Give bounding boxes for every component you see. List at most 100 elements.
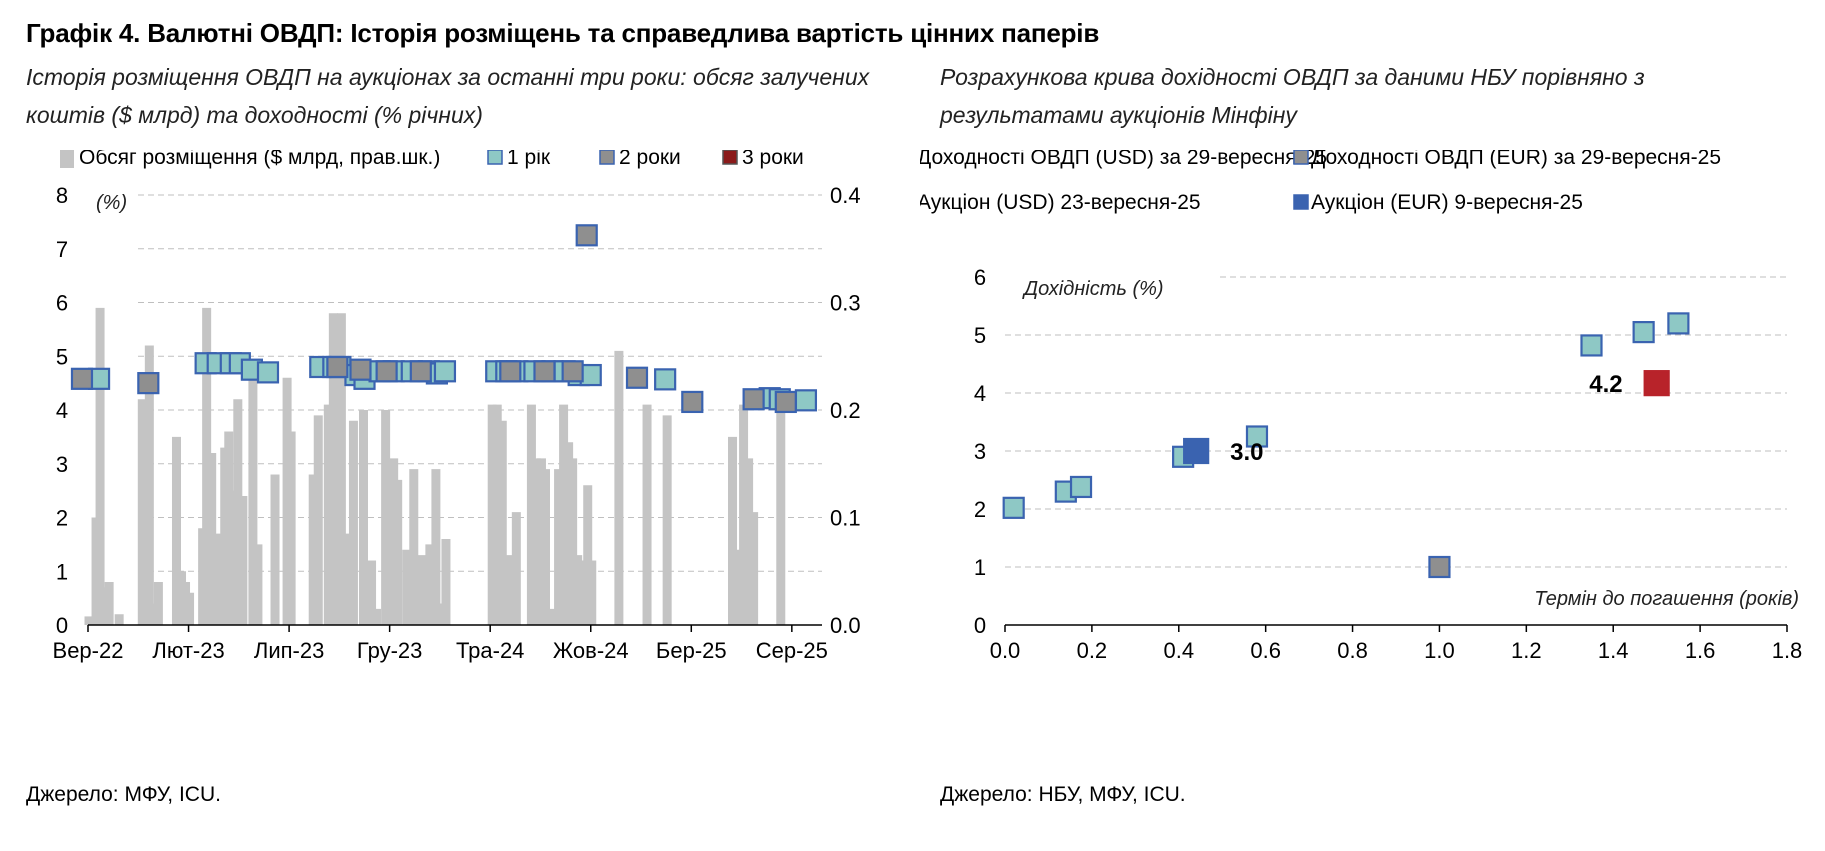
point-1-year [654, 368, 677, 391]
volume-bar [409, 469, 419, 625]
volume-bar [744, 458, 754, 625]
point-2-years [681, 390, 704, 414]
x-tick-label: Бер-25 [656, 638, 727, 663]
x-tick-label: 1.8 [1772, 638, 1803, 663]
point-2-years [533, 360, 556, 383]
volume-bar [402, 549, 412, 625]
volume-bar [531, 458, 541, 625]
y-tick-label: 2 [974, 497, 986, 522]
y-left-tick-label: 7 [56, 237, 68, 262]
point-1-year [256, 361, 280, 384]
point-2-years [375, 360, 398, 383]
volume-bar [587, 560, 597, 625]
point-2-years [575, 224, 598, 247]
left-subtitle-line2: коштів ($ млрд) та доходності (% річних) [26, 102, 483, 128]
point-2-years [409, 360, 432, 383]
legend-volume-swatch [60, 150, 74, 168]
volume-bar [559, 404, 569, 625]
y-left-axis-label: (%) [96, 192, 127, 214]
legend-usd-auction-label: Аукціон (USD) 23-вересня-25 [920, 191, 1201, 214]
x-axis-label: Термін до погашення (років) [1534, 588, 1799, 610]
volume-bar [568, 458, 578, 625]
y-tick-label: 0 [974, 613, 986, 638]
volume-bar [381, 410, 391, 625]
x-tick-label: Лют-23 [152, 638, 224, 663]
legend-2-years-swatch [599, 150, 615, 165]
point-2-years [326, 355, 349, 379]
y-tick-label: 1 [974, 555, 986, 580]
volume-bar [348, 420, 358, 625]
left-chart-subtitle: Історія розміщення ОВДП на аукціонах за … [26, 58, 869, 134]
point-2-years [349, 358, 372, 381]
volume-bar [526, 404, 536, 625]
volume-bar [372, 608, 382, 625]
usd-yield-point [1069, 475, 1093, 499]
x-tick-label: 1.2 [1511, 638, 1542, 663]
volume-bar [95, 307, 105, 625]
legend-volume-label: Обсяг розміщення ($ млрд, прав.шк.) [79, 150, 440, 169]
x-tick-label: 0.8 [1337, 638, 1368, 663]
x-tick-label: Тра-24 [456, 638, 524, 663]
volume-bar [153, 582, 163, 625]
volume-bar [540, 469, 550, 625]
volume-bar [171, 436, 181, 625]
point-2-years [625, 366, 649, 389]
volume-bar [554, 469, 564, 625]
left-subtitle-line1: Історія розміщення ОВДП на аукціонах за … [26, 64, 870, 90]
volume-bar [749, 512, 759, 625]
volume-bar [328, 313, 338, 625]
point-2-years [499, 360, 522, 383]
volume-bar [573, 555, 583, 625]
volume-bar [233, 399, 243, 625]
volume-bar [148, 603, 158, 625]
legend-3-years-label: 3 роки [742, 150, 804, 169]
volume-bar [578, 560, 588, 625]
y-right-tick-label: 0.3 [830, 291, 861, 316]
volume-bar [776, 410, 786, 625]
volume-bar [511, 512, 521, 625]
y-left-tick-label: 3 [56, 452, 68, 477]
usd-auction-point [1643, 370, 1670, 397]
x-tick-label: 0.0 [990, 638, 1021, 663]
volume-bar [425, 544, 435, 625]
volume-bar [359, 410, 369, 625]
y-tick-label: 5 [974, 323, 986, 348]
y-right-tick-label: 0.1 [830, 506, 861, 531]
right-chart-subtitle: Розрахункова крива дохідності ОВДП за да… [940, 58, 1645, 134]
figure-title: Графік 4. Валютні ОВДП: Історія розміщен… [26, 18, 1100, 48]
volume-bar [323, 404, 333, 625]
x-tick-label: Лип-23 [254, 638, 324, 663]
x-tick-label: 0.4 [1163, 638, 1194, 663]
volume-bar [417, 555, 427, 625]
volume-bar [238, 496, 248, 625]
y-tick-label: 6 [974, 265, 986, 290]
legend-1-year-swatch [487, 150, 503, 165]
legend-eur-yields-swatch [1293, 150, 1309, 165]
volume-bar [497, 420, 507, 625]
point-2-years [774, 390, 797, 414]
legend-usd-yields-label: Доходності ОВДП (USD) за 29-вересня-25 [920, 150, 1327, 169]
volume-bar [728, 436, 738, 625]
volume-bar [505, 555, 515, 625]
volume-bar [253, 544, 263, 625]
y-right-tick-label: 0.0 [830, 613, 861, 638]
y-axis-label: Дохідність (%) [1022, 278, 1164, 300]
volume-bar [583, 485, 593, 625]
data-label: 3.0 [1230, 439, 1263, 466]
y-right-tick-label: 0.2 [830, 398, 861, 423]
point-2-years [70, 367, 94, 390]
volume-bar [546, 608, 556, 625]
x-tick-label: 0.2 [1077, 638, 1108, 663]
point-1-year [433, 360, 457, 383]
volume-bar [313, 415, 323, 625]
x-tick-label: Вер-22 [53, 638, 124, 663]
right-subtitle-line2: результатами аукціонів Мінфіну [940, 102, 1297, 128]
y-left-tick-label: 5 [56, 344, 68, 369]
x-tick-label: Жов-24 [553, 638, 629, 663]
volume-bar [336, 313, 346, 625]
y-left-tick-label: 8 [56, 183, 68, 208]
legend-3-years-swatch [722, 150, 738, 165]
volume-bar [144, 345, 154, 625]
data-label: 4.2 [1589, 371, 1622, 398]
